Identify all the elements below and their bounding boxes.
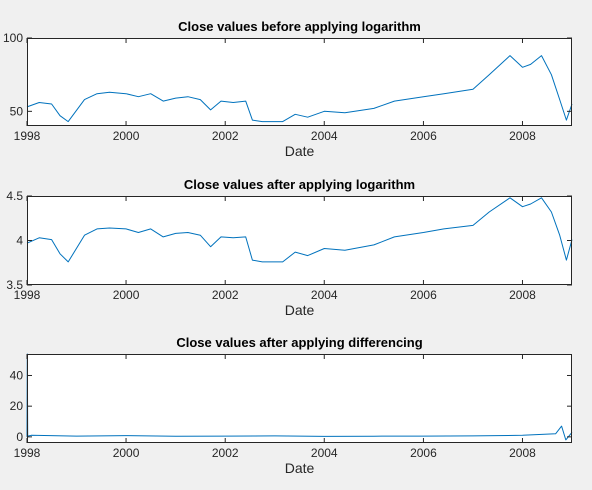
x-tick-label-1-2006: 2006	[410, 129, 437, 143]
x-tick-label-2-1998: 1998	[14, 288, 41, 302]
chart-title-1: Close values before applying logarithm	[178, 19, 421, 34]
x-tick-label-1-2002: 2002	[212, 129, 239, 143]
x-tick-label-3-2002: 2002	[212, 446, 239, 460]
axes-3-frame	[27, 354, 572, 443]
x-tick-label-1-2000: 2000	[113, 129, 140, 143]
y-tick-label-3-20: 20	[10, 399, 24, 413]
x-tick-label-2-2000: 2000	[113, 288, 140, 302]
x-tick-label-3-2008: 2008	[509, 446, 536, 460]
axes-1-background	[27, 38, 572, 126]
axes-3-background	[27, 354, 572, 443]
x-tick-label-3-1998: 1998	[14, 446, 41, 460]
x-tick-label-3-2004: 2004	[311, 446, 338, 460]
y-tick-label-1-100: 100	[3, 31, 23, 45]
axes-1-frame	[27, 38, 572, 126]
x-tick-label-2-2004: 2004	[311, 288, 338, 302]
x-axis-label-2: Date	[285, 302, 315, 318]
y-tick-label-2-4: 4	[16, 234, 23, 248]
axes-2-background	[27, 196, 572, 285]
x-tick-label-3-2006: 2006	[410, 446, 437, 460]
series-line-2-1	[26, 197, 573, 263]
x-axis-label-1: Date	[285, 143, 315, 159]
y-tick-label-1-50: 50	[10, 104, 24, 118]
x-tick-label-1-2008: 2008	[509, 129, 536, 143]
x-tick-label-1-2004: 2004	[311, 129, 338, 143]
chart-title-3: Close values after applying differencing	[176, 335, 422, 350]
x-tick-label-2-2008: 2008	[509, 288, 536, 302]
y-tick-label-2-3.5: 3.5	[6, 278, 23, 292]
series-line-3-1	[26, 353, 573, 441]
chart-title-2: Close values after applying logarithm	[184, 177, 415, 192]
x-tick-label-2-2002: 2002	[212, 288, 239, 302]
series-line-1-1	[26, 55, 573, 123]
x-axis-label-3: Date	[285, 460, 315, 476]
x-tick-label-3-2000: 2000	[113, 446, 140, 460]
x-tick-label-2-2006: 2006	[410, 288, 437, 302]
x-tick-label-1-1998: 1998	[14, 129, 41, 143]
y-tick-label-2-4.5: 4.5	[6, 189, 23, 203]
y-tick-label-3-40: 40	[10, 368, 24, 382]
y-tick-label-3-0: 0	[16, 430, 23, 444]
